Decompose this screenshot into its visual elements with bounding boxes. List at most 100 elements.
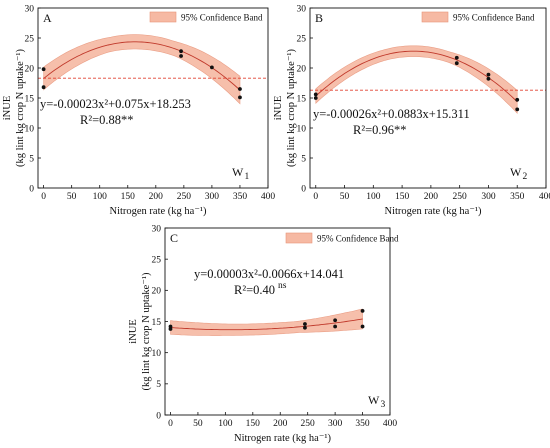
- regression-equation: y=-0.00026x²+0.0883x+15.311: [313, 107, 470, 121]
- x-tick-label: 200: [149, 192, 164, 202]
- panel-letter: C: [170, 231, 178, 245]
- data-point-1: [313, 96, 318, 100]
- y-axis-label-line1: iNUE: [128, 319, 139, 344]
- y-axis-label-line2: (kg lint kg crop N uptake⁻¹): [286, 48, 297, 167]
- r-squared: R²=0.40: [234, 283, 275, 297]
- legend-swatch: [149, 11, 177, 23]
- y-tick-label: 20: [297, 64, 307, 74]
- data-point-4: [486, 72, 491, 77]
- y-tick-label: 20: [25, 64, 35, 74]
- water-treatment-subscript: 3: [381, 400, 386, 410]
- x-axis-label: Nitrogen rate (kg ha⁻¹): [384, 206, 482, 217]
- y-tick-label: 0: [301, 184, 306, 194]
- y-tick-label: 30: [152, 224, 162, 234]
- y-tick-label: 10: [152, 349, 162, 359]
- data-point-6: [515, 97, 520, 102]
- x-tick-label: 400: [383, 419, 398, 429]
- legend-swatch: [421, 11, 449, 23]
- x-tick-label: 350: [233, 192, 248, 202]
- x-tick-label: 200: [424, 192, 439, 202]
- x-tick-label: 300: [205, 192, 220, 202]
- x-tick-label: 250: [177, 192, 192, 202]
- x-tick-label: 50: [193, 419, 203, 429]
- confidence-band: [170, 308, 363, 336]
- y-tick-label: 25: [152, 255, 162, 265]
- data-point-6: [238, 95, 242, 100]
- data-point-3: [179, 54, 183, 58]
- confidence-band: [43, 34, 241, 105]
- x-tick-label: 350: [355, 419, 370, 429]
- legend-label: 95% Confidence Band: [317, 234, 399, 244]
- x-tick-label: 150: [121, 192, 136, 202]
- x-axis-label: Nitrogen rate (kg ha⁻¹): [234, 433, 332, 444]
- legend-swatch: [285, 232, 313, 244]
- y-tick-label: 10: [297, 124, 307, 134]
- panel-letter: A: [43, 11, 52, 25]
- y-tick-label: 25: [297, 34, 307, 44]
- fitted-curve: [170, 318, 363, 331]
- y-tick-label: 15: [297, 94, 307, 104]
- y-tick-label: 0: [156, 411, 161, 421]
- regression-equation: y=0.00003x²-0.0066x+14.041: [194, 267, 344, 281]
- y-tick-label: 15: [25, 94, 35, 104]
- x-tick-label: 100: [218, 419, 233, 429]
- x-tick-label: 400: [539, 192, 550, 202]
- data-point-5: [238, 87, 242, 91]
- x-tick-label: 350: [510, 192, 525, 202]
- x-tick-label: 250: [301, 419, 316, 429]
- x-axis-label: Nitrogen rate (kg ha⁻¹): [109, 206, 207, 217]
- r-squared-significance: ns: [278, 281, 287, 291]
- fitted-curve: [315, 50, 518, 103]
- water-treatment-subscript: 1: [245, 172, 250, 182]
- data-point-1: [168, 327, 173, 331]
- x-tick-label: 0: [168, 419, 173, 429]
- data-point-0: [313, 92, 318, 97]
- panel-letter: B: [315, 11, 323, 25]
- confidence-band: [315, 45, 518, 114]
- r-squared: R²=0.88**: [80, 113, 134, 127]
- water-treatment-label: W: [368, 393, 380, 407]
- r-squared: R²=0.96**: [353, 123, 407, 137]
- x-tick-label: 300: [481, 192, 496, 202]
- y-tick-label: 30: [25, 4, 35, 14]
- x-tick-label: 300: [328, 419, 343, 429]
- x-tick-label: 50: [67, 192, 77, 202]
- data-point-2: [179, 49, 183, 54]
- y-tick-label: 10: [25, 124, 35, 134]
- x-tick-label: 100: [366, 192, 381, 202]
- data-point-3: [454, 61, 459, 66]
- fitted-curve: [43, 41, 241, 91]
- x-tick-label: 150: [395, 192, 410, 202]
- data-point-6: [360, 309, 365, 313]
- legend-label: 95% Confidence Band: [181, 13, 263, 23]
- x-tick-label: 150: [246, 419, 261, 429]
- x-tick-label: 0: [41, 192, 46, 202]
- data-point-0: [41, 67, 46, 72]
- y-tick-label: 5: [301, 154, 306, 164]
- x-tick-label: 400: [261, 192, 276, 202]
- data-point-4: [333, 318, 338, 323]
- x-tick-label: 50: [340, 192, 350, 202]
- x-tick-label: 0: [313, 192, 318, 202]
- y-tick-label: 30: [297, 4, 307, 14]
- y-axis-label-line2: (kg lint kg crop N uptake⁻¹): [141, 272, 152, 391]
- data-point-5: [486, 76, 491, 81]
- x-tick-label: 100: [93, 192, 108, 202]
- data-point-7: [515, 107, 520, 112]
- y-tick-label: 15: [152, 318, 162, 328]
- y-tick-label: 5: [156, 380, 161, 390]
- data-point-2: [454, 55, 459, 60]
- panel-a: 0 50 100 150 200 250 300 350 400 0 5 10 15 20 25 30 Nitr…: [2, 4, 275, 217]
- y-axis-label-line1: iNUE: [273, 96, 284, 121]
- y-axis-label-line1: iNUE: [2, 96, 13, 121]
- x-tick-label: 250: [453, 192, 468, 202]
- data-point-7: [360, 324, 365, 329]
- x-tick-label: 200: [273, 419, 288, 429]
- data-point-2: [303, 322, 307, 326]
- regression-equation: y=-0.00023x²+0.075x+18.253: [40, 97, 191, 111]
- water-treatment-subscript: 2: [523, 172, 528, 182]
- y-tick-label: 5: [29, 154, 34, 164]
- data-point-3: [303, 325, 307, 330]
- panel-c: 0 50 100 150 200 250 300 350 400 0 5 10 15 20 25 30 Nitr…: [128, 224, 399, 444]
